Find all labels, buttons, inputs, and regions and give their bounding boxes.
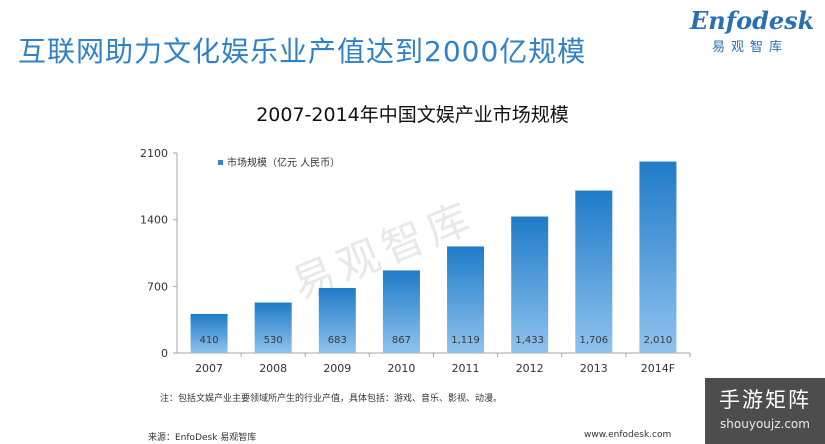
enfodesk-logo: Enfodesk 易观智库 bbox=[690, 6, 814, 58]
y-tick-label: 2100 bbox=[140, 147, 168, 160]
y-tick-label: 1400 bbox=[140, 214, 168, 227]
legend-label: 市场规模（亿元 人民币） bbox=[227, 156, 340, 169]
x-tick-label: 2009 bbox=[323, 362, 351, 375]
watermark-badge: 手游矩阵 shouyoujz.com bbox=[705, 378, 825, 444]
chart-title: 2007-2014年中国文娱产业市场规模 bbox=[256, 104, 569, 126]
y-tick-label: 700 bbox=[147, 280, 168, 293]
x-tick-label: 2008 bbox=[259, 362, 287, 375]
bar-value-label: 410 bbox=[200, 335, 219, 346]
x-tick-label: 2014F bbox=[641, 362, 675, 375]
bar-group: 410 530 683 867 1,119 1,433 1,706 2,010 bbox=[190, 161, 677, 353]
y-tick-group: 0 700 1400 2100 bbox=[140, 147, 177, 360]
bar-value-label: 1,706 bbox=[579, 335, 608, 346]
bar bbox=[254, 302, 292, 353]
y-tick-label: 0 bbox=[161, 347, 168, 360]
bar bbox=[190, 313, 228, 353]
bar bbox=[511, 216, 549, 353]
bar-value-label: 1,433 bbox=[515, 335, 544, 346]
site-url: www.enfodesk.com bbox=[584, 430, 672, 440]
bar-value-label: 2,010 bbox=[644, 335, 673, 346]
legend-swatch bbox=[218, 160, 223, 165]
bar-value-label: 530 bbox=[264, 335, 283, 346]
bar bbox=[318, 287, 356, 353]
badge-title: 手游矩阵 bbox=[719, 388, 811, 412]
x-tick-label: 2012 bbox=[516, 362, 544, 375]
bar bbox=[575, 190, 613, 353]
x-tick-label: 2011 bbox=[452, 362, 480, 375]
source-credit: 来源：EnfoDesk 易观智库 bbox=[148, 433, 257, 443]
bar-value-label: 867 bbox=[392, 335, 411, 346]
bar-value-label: 683 bbox=[328, 335, 347, 346]
badge-url: shouyoujz.com bbox=[720, 417, 810, 431]
chart-note: 注：包括文娱产业主要领域所产生的行业产值，具体包括：游戏、音乐、影视、动漫。 bbox=[160, 394, 503, 404]
logo-wordmark: Enfodesk bbox=[690, 6, 815, 35]
logo-subtitle: 易观智库 bbox=[712, 40, 789, 55]
bar bbox=[382, 270, 420, 353]
x-tick-label: 2010 bbox=[387, 362, 415, 375]
bar-value-label: 1,119 bbox=[451, 335, 480, 346]
page-title: 互联网助力文化娱乐业产值达到2000亿规模 bbox=[18, 35, 587, 68]
bar bbox=[639, 161, 677, 353]
x-tick-group: 2007 2008 2009 2010 2011 2012 2013 2014F bbox=[195, 353, 691, 375]
x-tick-label: 2013 bbox=[580, 362, 608, 375]
bar bbox=[447, 246, 485, 353]
x-tick-label: 2007 bbox=[195, 362, 223, 375]
